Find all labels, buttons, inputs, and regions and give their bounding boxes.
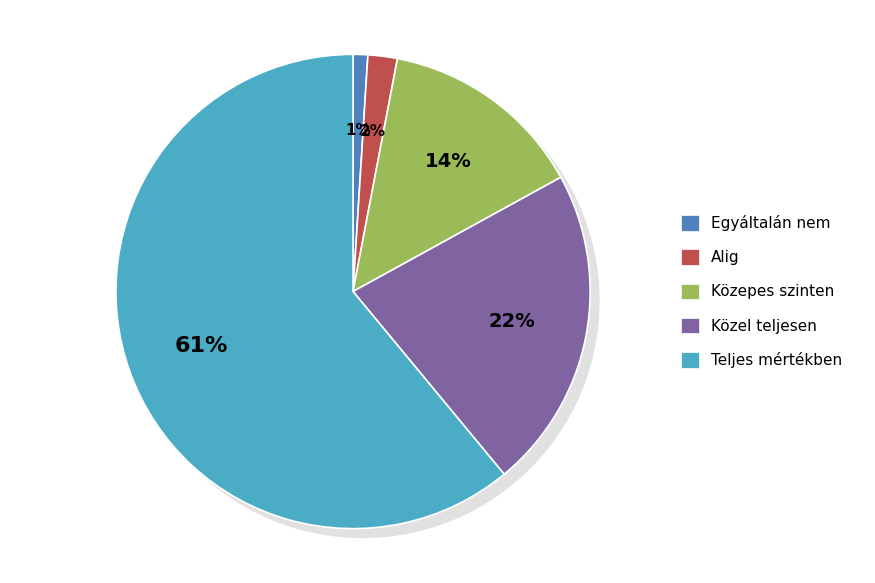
Ellipse shape [235,262,485,349]
Text: 2%: 2% [360,124,386,139]
Wedge shape [362,64,377,301]
Legend: Egyáltalán nem, Alig, Közepes szinten, Közel teljesen, Teljes mértékben: Egyáltalán nem, Alig, Közepes szinten, K… [681,215,843,368]
Wedge shape [362,68,570,301]
Wedge shape [353,58,561,292]
Wedge shape [125,64,514,538]
Wedge shape [353,177,590,474]
Text: 61%: 61% [175,336,228,356]
Text: 1%: 1% [346,123,371,138]
Wedge shape [353,54,367,292]
Text: 22%: 22% [488,312,535,331]
Wedge shape [362,64,407,301]
Wedge shape [116,54,504,529]
Wedge shape [362,187,599,484]
Wedge shape [353,55,397,292]
Text: 14%: 14% [424,152,472,171]
